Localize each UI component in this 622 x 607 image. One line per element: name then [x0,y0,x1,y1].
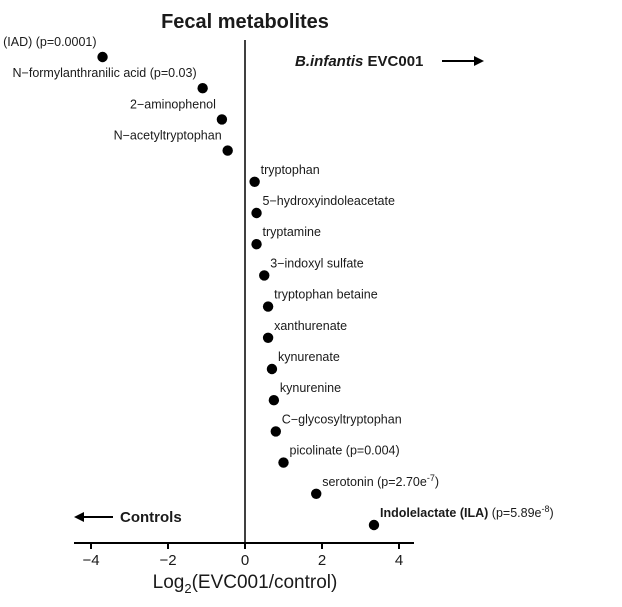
x-tick-label: −4 [82,552,99,569]
x-axis-label-rest: (EVC001/control) [192,572,338,593]
x-axis-label: Log2(EVC001/control) [153,572,338,596]
point-label-name: tryptophan [261,163,320,177]
data-point [251,207,262,219]
data-point [278,457,289,468]
point-label-pvalue: (p=5.89e [488,506,541,520]
point-label: Indolelactate (ILA) (p=5.89e-8) [380,504,554,520]
x-tick-label: 0 [241,552,249,569]
arrow-left-head [74,512,84,522]
arrow-right-head [474,56,484,66]
x-axis-label-main: Log [153,572,185,593]
point-label: tryptophan [261,163,320,177]
data-point [259,270,270,281]
chart-title: Fecal metabolites [161,11,329,33]
point-label-pvalue: (p=0.0001) [32,35,96,49]
point-label: tryptamine [263,225,321,239]
data-point [197,83,208,94]
point-label-name: C−glycosyltryptophan [282,412,402,426]
point-label: Indoleacetate (IAD) (p=0.0001) [0,35,97,49]
x-tick-label: 2 [318,552,326,569]
arrow-right-label: B.infantis EVC001 [295,53,423,70]
point-label: 2−aminophenol [130,97,216,111]
data-point [97,51,108,63]
arrow-left-label: Controls [120,509,182,526]
data-point [222,145,233,156]
point-label-name: Indoleacetate (IAD) [0,35,32,49]
data-point [311,488,322,499]
x-tick-label: −2 [159,552,176,569]
point-label: N−acetyltryptophan [114,129,222,143]
point-label: N−formylanthranilic acid (p=0.03) [13,66,197,80]
data-point [262,301,274,312]
x-axis: −4 −2 0 2 4 [74,542,414,569]
data-point [368,519,380,531]
point-label: kynurenine [280,381,341,395]
x-axis-label-sub: 2 [184,581,191,596]
data-points [97,51,380,531]
point-label-pvalue-end: ) [550,506,554,520]
point-label-pvalue: (p=2.70e [374,475,427,489]
point-label: C−glycosyltryptophan [282,412,402,426]
point-label: 5−hydroxyindoleacetate [263,194,395,208]
point-label-pvalue: (p=0.03) [146,66,196,80]
arrow-right-label-italic: B.infantis [295,53,363,70]
point-label: picolinate (p=0.004) [290,444,400,458]
point-label-pvalue-exponent: -7 [427,473,435,483]
point-labels: Indoleacetate (IAD) (p=0.0001) N−formylan… [0,35,554,520]
point-label-name: picolinate [290,444,343,458]
data-point [266,363,278,375]
x-tick-label: 4 [395,552,403,569]
data-point [251,239,262,250]
data-point [270,426,281,437]
point-label: serotonin (p=2.70e-7) [322,473,439,489]
point-label: xanthurenate [274,319,347,333]
arrow-right-annotation: B.infantis EVC001 [295,53,484,70]
data-point [262,332,274,343]
point-label-name: 3−indoxyl sulfate [270,256,364,270]
point-label-name: 5−hydroxyindoleacetate [263,194,395,208]
point-label-name: Indolelactate (ILA) [380,506,488,520]
arrow-left-annotation: Controls [74,509,182,526]
arrow-right-label-rest: EVC001 [363,53,423,70]
data-point [268,395,280,406]
point-label-pvalue-end: ) [435,475,439,489]
point-label-pvalue: (p=0.004) [342,444,399,458]
point-label-name: tryptophan betaine [274,288,378,302]
data-point [249,176,260,187]
point-label: tryptophan betaine [274,288,378,302]
data-point [216,114,228,125]
point-label-pvalue-exponent: -8 [541,504,549,514]
point-label-name: kynurenine [280,381,341,395]
point-label-name: xanthurenate [274,319,347,333]
point-label: 3−indoxyl sulfate [270,256,364,270]
point-label-name: serotonin [322,475,373,489]
point-label-name: N−acetyltryptophan [114,129,222,143]
point-label-name: kynurenate [278,350,340,364]
point-label: kynurenate [278,350,340,364]
point-label-name: N−formylanthranilic acid [13,66,147,80]
point-label-name: tryptamine [263,225,321,239]
point-label-name: 2−aminophenol [130,97,216,111]
